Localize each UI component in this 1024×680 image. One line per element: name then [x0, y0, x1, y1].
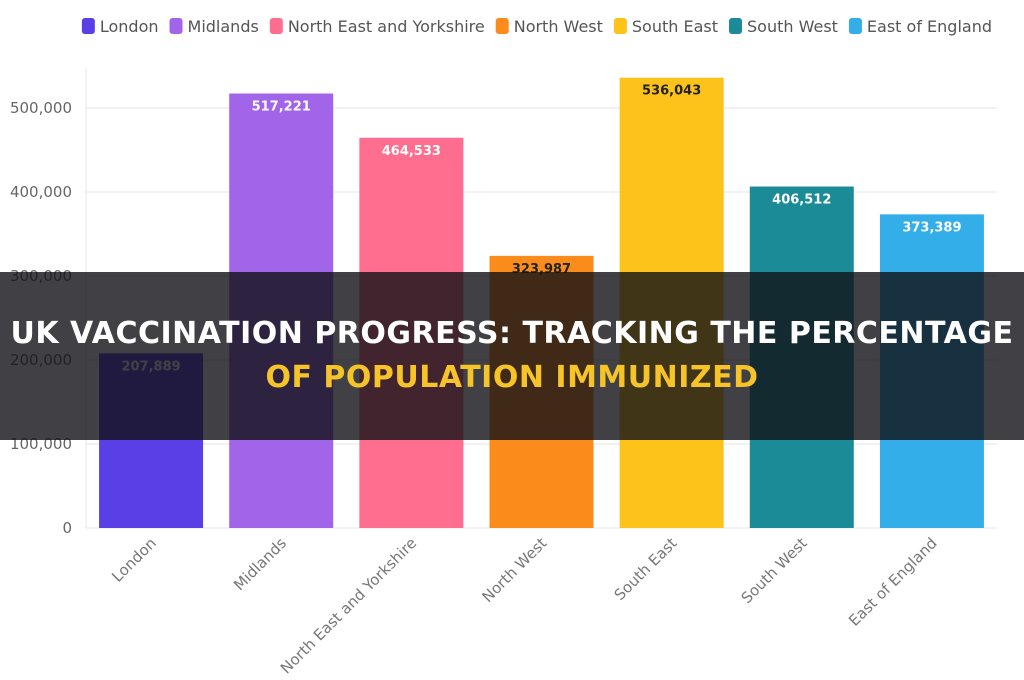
legend-label: Midlands: [188, 17, 259, 36]
legend-item[interactable]: London: [81, 17, 159, 36]
bar-value-label: 536,043: [642, 84, 701, 99]
bar-value-label: 517,221: [252, 100, 311, 115]
banner-title-line-2: of Population Immunized: [265, 360, 759, 395]
x-tick-label: North West: [478, 534, 550, 606]
x-tick-label: Midlands: [230, 534, 290, 594]
banner-title-line-1: UK Vaccination Progress: Tracking the Pe…: [10, 316, 1014, 351]
legend-label: London: [100, 17, 159, 36]
bar-value-label: 373,389: [902, 220, 961, 235]
legend-label: North West: [514, 17, 603, 36]
y-tick-label: 400,000: [10, 183, 72, 201]
legend-swatch: [495, 18, 509, 34]
legend-label: East of England: [867, 17, 992, 36]
x-tick-label: South East: [611, 534, 681, 604]
x-tick-label: East of England: [845, 534, 941, 630]
legend-swatch: [729, 18, 742, 34]
legend-item[interactable]: South West: [729, 17, 838, 36]
chart-legend: London Midlands North East and Yorkshire No…: [81, 17, 992, 36]
x-tick-label: South West: [738, 534, 811, 607]
legend-label: South East: [632, 17, 718, 36]
x-tick-label: London: [108, 534, 160, 586]
legend-item[interactable]: North West: [495, 17, 603, 36]
legend-item[interactable]: East of England: [848, 17, 992, 36]
legend-label: South West: [747, 17, 838, 36]
bar-value-label: 406,512: [772, 193, 831, 208]
y-tick-label: 500,000: [10, 99, 72, 117]
legend-swatch: [848, 18, 862, 34]
legend-swatch: [613, 18, 627, 34]
legend-item[interactable]: Midlands: [169, 17, 259, 36]
legend-swatch: [269, 18, 283, 34]
legend-item[interactable]: South East: [613, 17, 718, 36]
y-tick-label: 0: [62, 519, 72, 537]
legend-swatch: [81, 18, 95, 34]
x-tick-label: North East and Yorkshire: [277, 534, 420, 677]
title-banner: UK Vaccination Progress: Tracking the Pe…: [0, 272, 1024, 440]
bar-value-label: 464,533: [382, 144, 441, 159]
legend-item[interactable]: North East and Yorkshire: [269, 17, 485, 36]
legend-label: North East and Yorkshire: [288, 17, 485, 36]
legend-swatch: [169, 18, 183, 34]
